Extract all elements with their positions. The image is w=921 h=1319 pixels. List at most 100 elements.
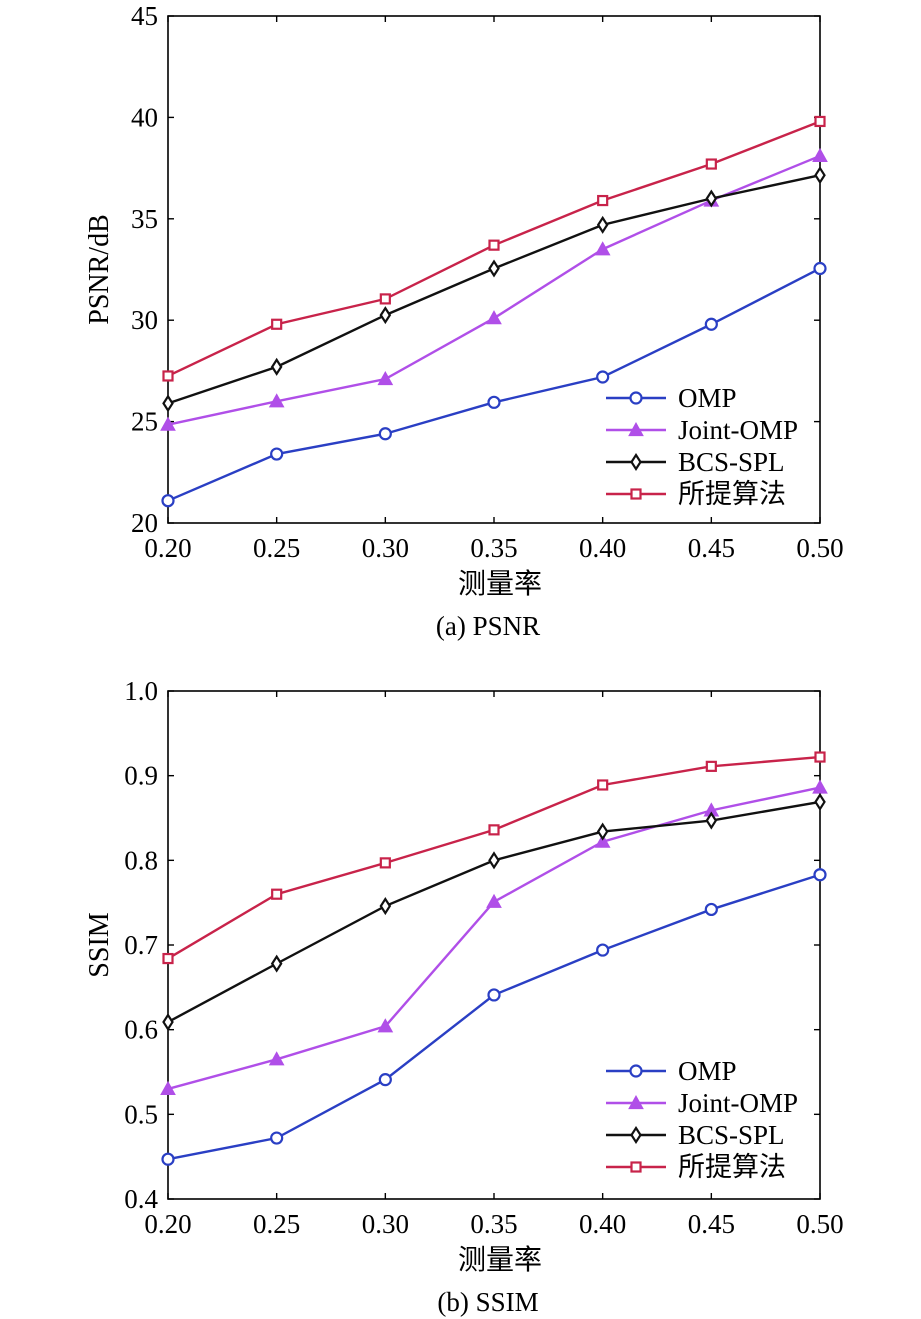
x-tick-label: 0.40	[579, 1209, 626, 1239]
y-tick-label: 0.6	[124, 1015, 158, 1045]
data-point	[488, 239, 500, 251]
data-point	[271, 318, 283, 330]
series-Joint-OMP	[160, 779, 828, 1096]
x-tick-label: 0.45	[688, 1209, 735, 1239]
data-point	[487, 395, 501, 409]
data-point	[379, 897, 392, 916]
data-point	[268, 1051, 285, 1066]
series-所提算法	[162, 751, 826, 965]
legend-marker	[629, 1064, 643, 1078]
y-axis-label: PSNR/dB	[84, 214, 115, 325]
data-point	[594, 833, 611, 848]
data-point	[379, 857, 391, 869]
y-tick-label: 30	[131, 305, 158, 335]
x-axis-label: 测量率	[458, 1244, 542, 1276]
data-point	[270, 954, 283, 973]
series-OMP	[161, 261, 827, 508]
data-point	[705, 760, 717, 772]
data-point	[813, 261, 827, 276]
legend-label: Joint-OMP	[678, 1088, 798, 1118]
data-point	[161, 494, 175, 508]
y-tick-label: 0.8	[124, 845, 158, 875]
data-point	[596, 822, 609, 841]
series-line	[167, 174, 821, 405]
y-tick-label: 0.5	[124, 1099, 158, 1129]
series-OMP	[161, 868, 827, 1166]
data-point	[270, 447, 284, 461]
x-tick-label: 0.25	[253, 1209, 300, 1239]
x-tick-label: 0.35	[470, 1209, 517, 1239]
data-point	[597, 194, 609, 207]
y-tick-label: 45	[131, 1, 158, 31]
data-point	[161, 1152, 175, 1166]
y-tick-label: 0.4	[124, 1184, 158, 1214]
x-tick-label: 0.45	[688, 533, 735, 563]
legend-label: OMP	[678, 383, 737, 413]
legend-label: BCS-SPL	[678, 1120, 785, 1150]
data-point	[812, 147, 828, 163]
data-point	[160, 416, 176, 431]
data-point	[486, 893, 502, 908]
figure-caption: (a) PSNR	[436, 611, 540, 641]
data-point	[705, 189, 718, 208]
data-point	[814, 166, 826, 185]
x-tick-label: 0.40	[579, 533, 626, 563]
data-point	[270, 1131, 284, 1145]
y-tick-label: 20	[131, 508, 158, 538]
legend-marker	[630, 1125, 642, 1145]
y-tick-label: 35	[131, 204, 158, 234]
data-point	[812, 779, 828, 794]
data-point	[813, 868, 827, 882]
data-point	[596, 943, 610, 957]
x-tick-label: 0.35	[470, 533, 517, 563]
data-point	[162, 394, 174, 413]
data-point	[378, 1073, 392, 1087]
x-tick-label: 0.20	[144, 1209, 191, 1239]
data-point	[488, 259, 500, 278]
data-point	[378, 427, 392, 441]
series-所提算法	[162, 115, 826, 382]
data-point	[704, 902, 718, 917]
legend-marker	[628, 421, 644, 437]
figure-caption: (b) SSIM	[437, 1287, 538, 1317]
data-point	[814, 751, 826, 763]
x-tick-label: 0.30	[362, 1209, 409, 1239]
data-point	[377, 370, 394, 386]
series-BCS-SPL	[162, 792, 826, 1032]
data-point	[160, 1080, 176, 1096]
data-point	[596, 370, 610, 384]
legend-label: 所提算法	[678, 1152, 786, 1182]
data-point	[705, 811, 718, 830]
data-point	[487, 988, 501, 1002]
data-point	[705, 158, 717, 170]
legend-label: OMP	[678, 1056, 737, 1086]
data-point	[814, 792, 826, 811]
x-axis-label: 测量率	[458, 568, 542, 600]
legend-marker	[629, 391, 643, 405]
y-tick-label: 1.0	[124, 676, 158, 706]
legend-label: BCS-SPL	[678, 447, 785, 477]
ssim-chart: 0.20 0.25 0.30 0.35 0.40 0.45 0.50 0.4 0.5 0.6 0.7…	[84, 676, 844, 1317]
legend-marker	[630, 488, 642, 500]
y-tick-label: 40	[131, 102, 158, 132]
data-point	[596, 215, 609, 234]
data-point	[377, 1018, 394, 1033]
series-BCS-SPL	[162, 166, 826, 413]
legend-marker	[630, 1161, 642, 1173]
data-point	[594, 241, 611, 256]
psnr-chart: 0.20 0.25 0.30 0.35 0.40 0.45 0.50 20 25 30 35 40 45…	[84, 1, 844, 641]
y-tick-label: 0.9	[124, 761, 158, 791]
x-tick-label: 0.20	[144, 533, 191, 563]
data-point	[488, 851, 500, 870]
legend-marker	[628, 1094, 644, 1110]
x-tick-label: 0.50	[796, 533, 843, 563]
x-tick-label: 0.50	[796, 1209, 843, 1239]
x-tick-label: 0.30	[362, 533, 409, 563]
data-point	[814, 115, 826, 128]
data-point	[162, 370, 174, 382]
data-point	[162, 1013, 174, 1032]
data-point	[271, 888, 283, 900]
